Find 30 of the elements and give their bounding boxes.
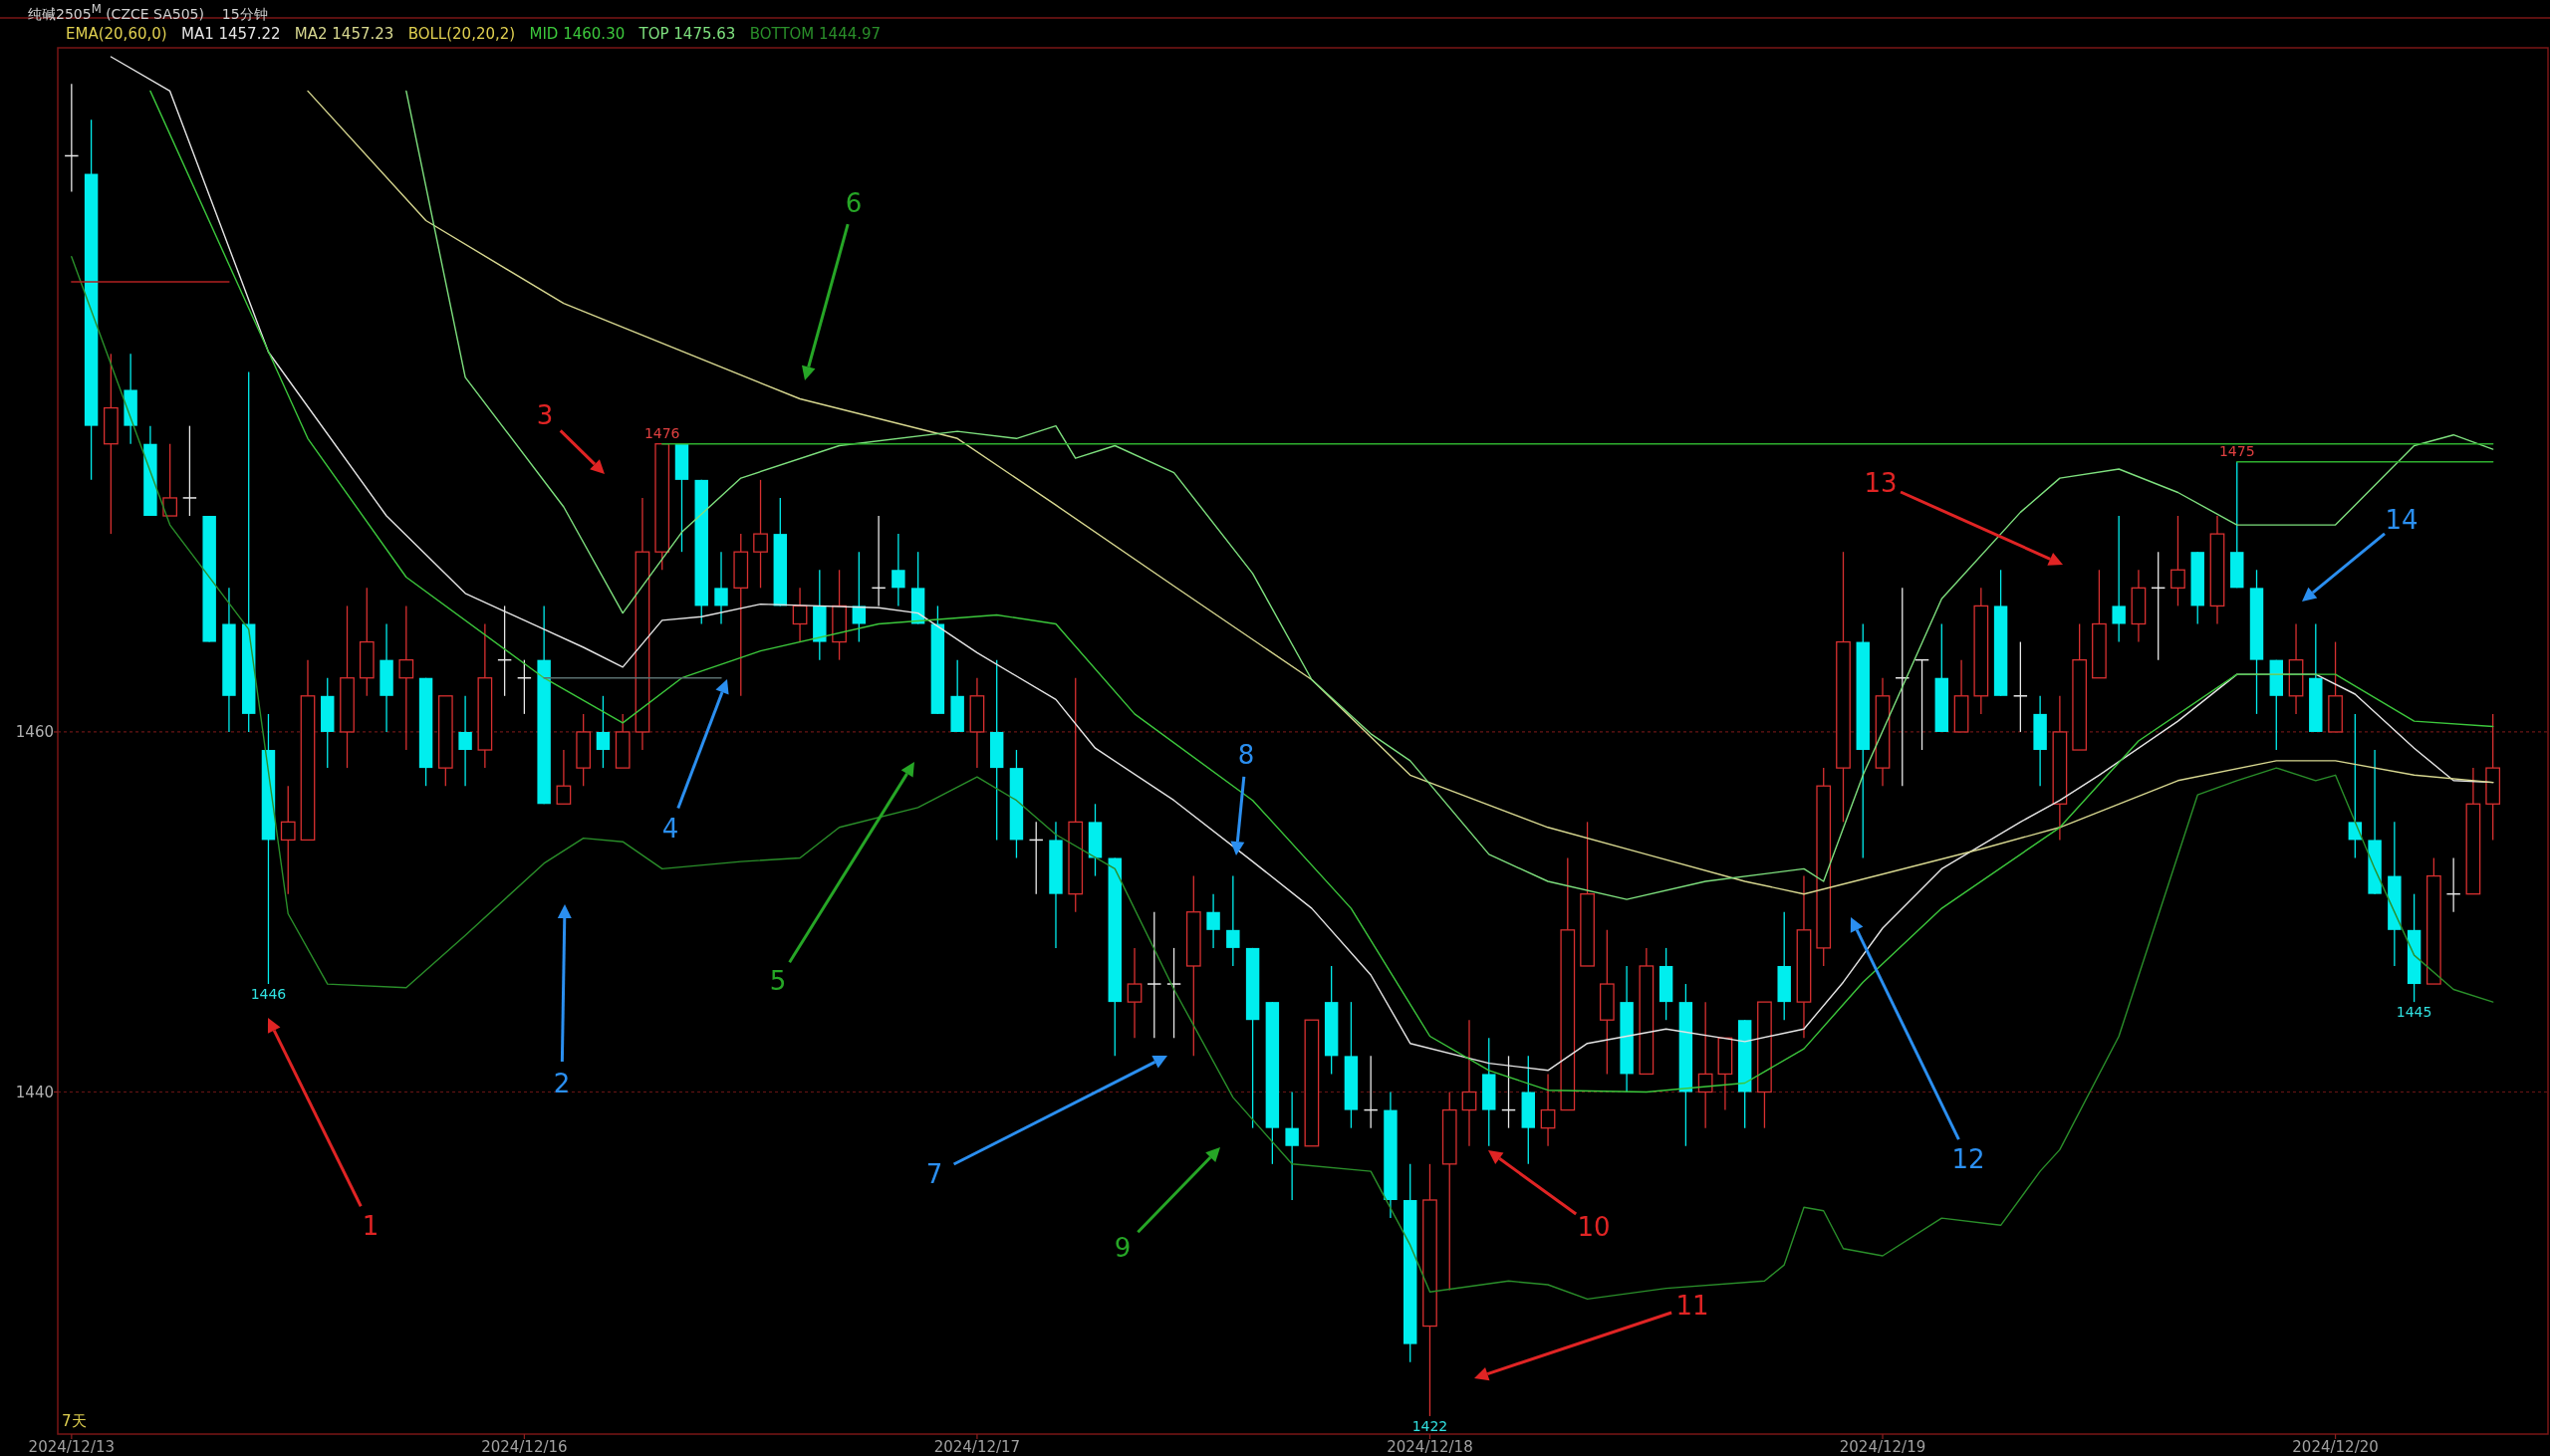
annotation: 4 (661, 814, 679, 844)
annotation: 6 (845, 188, 863, 218)
annotation: 1 (362, 1211, 380, 1241)
y-tick-label: 1440 (15, 1083, 54, 1101)
legend: EMA(20,60,0) MA1 1457.22 MA2 1457.23 BOLL(20,20,2) MID 1460.30 TOP 1475.63 BOTTOM 1444.97 (66, 24, 895, 44)
annotation: 11 (1675, 1291, 1709, 1321)
annotation: 5 (769, 966, 787, 996)
title: 纯碱2505$^{M}$ (CZCE SA505) 15分钟 (28, 1, 268, 23)
x-tick-label: 2024/12/16 (481, 1438, 568, 1456)
annotation: 1475 (2218, 442, 2255, 459)
annotation: 12 (1951, 1144, 1985, 1174)
annotation: 13 (1864, 468, 1898, 498)
annotation: 3 (536, 400, 554, 430)
annotation: 8 (1237, 740, 1255, 770)
x-tick-label: 2024/12/18 (1387, 1438, 1473, 1456)
x-tick-label: 2024/12/13 (28, 1438, 116, 1456)
annotation: 9 (1114, 1233, 1132, 1263)
annotation: 14 (2385, 505, 2419, 535)
annotation: 7 (925, 1159, 943, 1189)
annotation: 1446 (250, 986, 287, 1003)
annotation: 1445 (2396, 1004, 2432, 1021)
x-tick-label: 2024/12/19 (1839, 1438, 1926, 1456)
annotation: 10 (1577, 1212, 1611, 1242)
annotation: 1476 (643, 424, 680, 441)
note: 7天 (62, 1412, 87, 1431)
annotation: 1422 (1411, 1417, 1448, 1434)
x-tick-label: 2024/12/17 (933, 1438, 1021, 1456)
y-tick-label: 1460 (15, 722, 54, 741)
annotation: 2 (553, 1069, 571, 1098)
x-tick-label: 2024/12/20 (2292, 1438, 2379, 1456)
